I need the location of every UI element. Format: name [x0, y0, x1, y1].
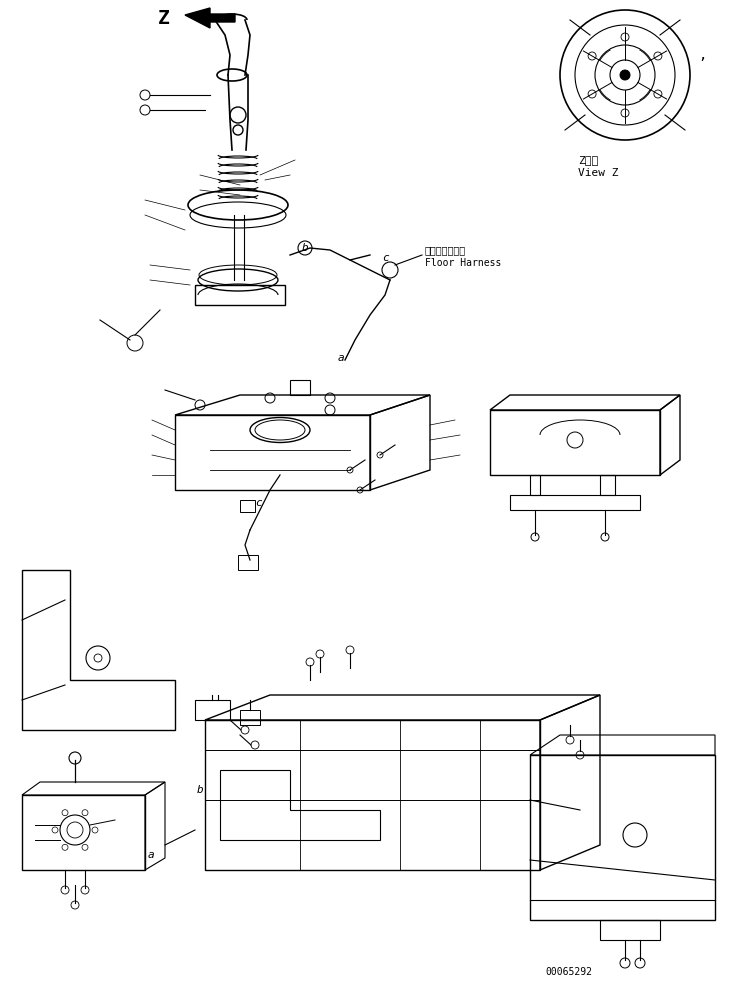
- Text: Floor Harness: Floor Harness: [425, 258, 501, 268]
- Text: a: a: [148, 850, 155, 860]
- Text: c: c: [255, 498, 262, 508]
- Text: フロアハーネス: フロアハーネス: [425, 245, 466, 255]
- Text: Z: Z: [158, 9, 170, 28]
- Polygon shape: [185, 8, 235, 28]
- Text: c: c: [382, 253, 388, 263]
- Text: 00065292: 00065292: [545, 967, 592, 977]
- Text: b: b: [197, 785, 203, 795]
- Text: b: b: [302, 243, 309, 253]
- Text: View Z: View Z: [578, 168, 618, 178]
- Text: ,: ,: [698, 48, 706, 62]
- Text: a: a: [338, 353, 345, 363]
- Text: Z　視: Z 視: [578, 155, 598, 165]
- Circle shape: [620, 70, 630, 80]
